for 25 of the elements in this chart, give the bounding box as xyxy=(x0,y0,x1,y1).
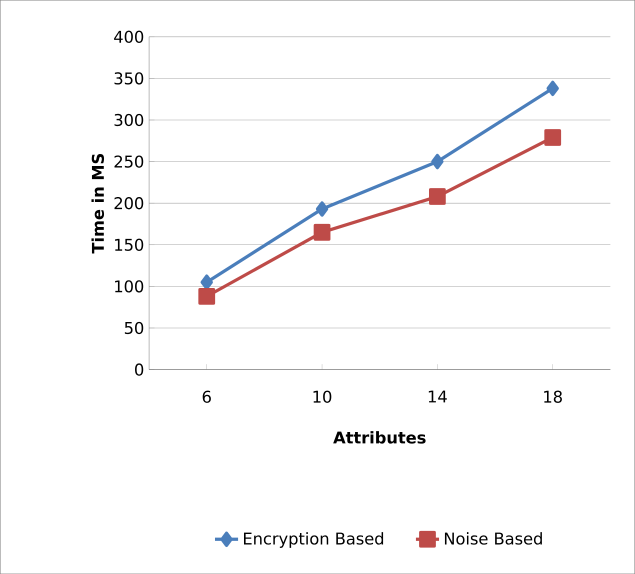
y-tick-label: 200 xyxy=(114,196,144,210)
x-tick-label: 18 xyxy=(544,390,562,403)
x-tick-label: 14 xyxy=(428,390,447,402)
point xyxy=(431,154,444,170)
point xyxy=(544,129,562,146)
y-tick-label: 100 xyxy=(115,280,144,292)
point xyxy=(314,224,330,241)
y-tick-label: 350 xyxy=(114,72,144,84)
point xyxy=(429,188,446,205)
legend-label: Noise Based xyxy=(444,532,542,545)
y-tick-label: 50 xyxy=(124,322,144,334)
y-tick-label: 150 xyxy=(115,238,144,251)
x-tick-label: 6 xyxy=(202,390,211,403)
legend-label: Encryption Based xyxy=(244,532,384,548)
y-tick-label: 400 xyxy=(114,30,144,43)
y-tick-label: 300 xyxy=(114,114,144,126)
point xyxy=(200,274,213,290)
y-tick-label: 0 xyxy=(135,363,144,376)
point xyxy=(546,80,559,96)
x-tick-label: 10 xyxy=(314,390,332,403)
point xyxy=(316,201,328,217)
point xyxy=(198,288,216,305)
x-axis-title: Attributes xyxy=(333,431,426,444)
y-axis-title: Time in MS xyxy=(91,154,104,254)
y-tick-label: 250 xyxy=(114,155,144,168)
